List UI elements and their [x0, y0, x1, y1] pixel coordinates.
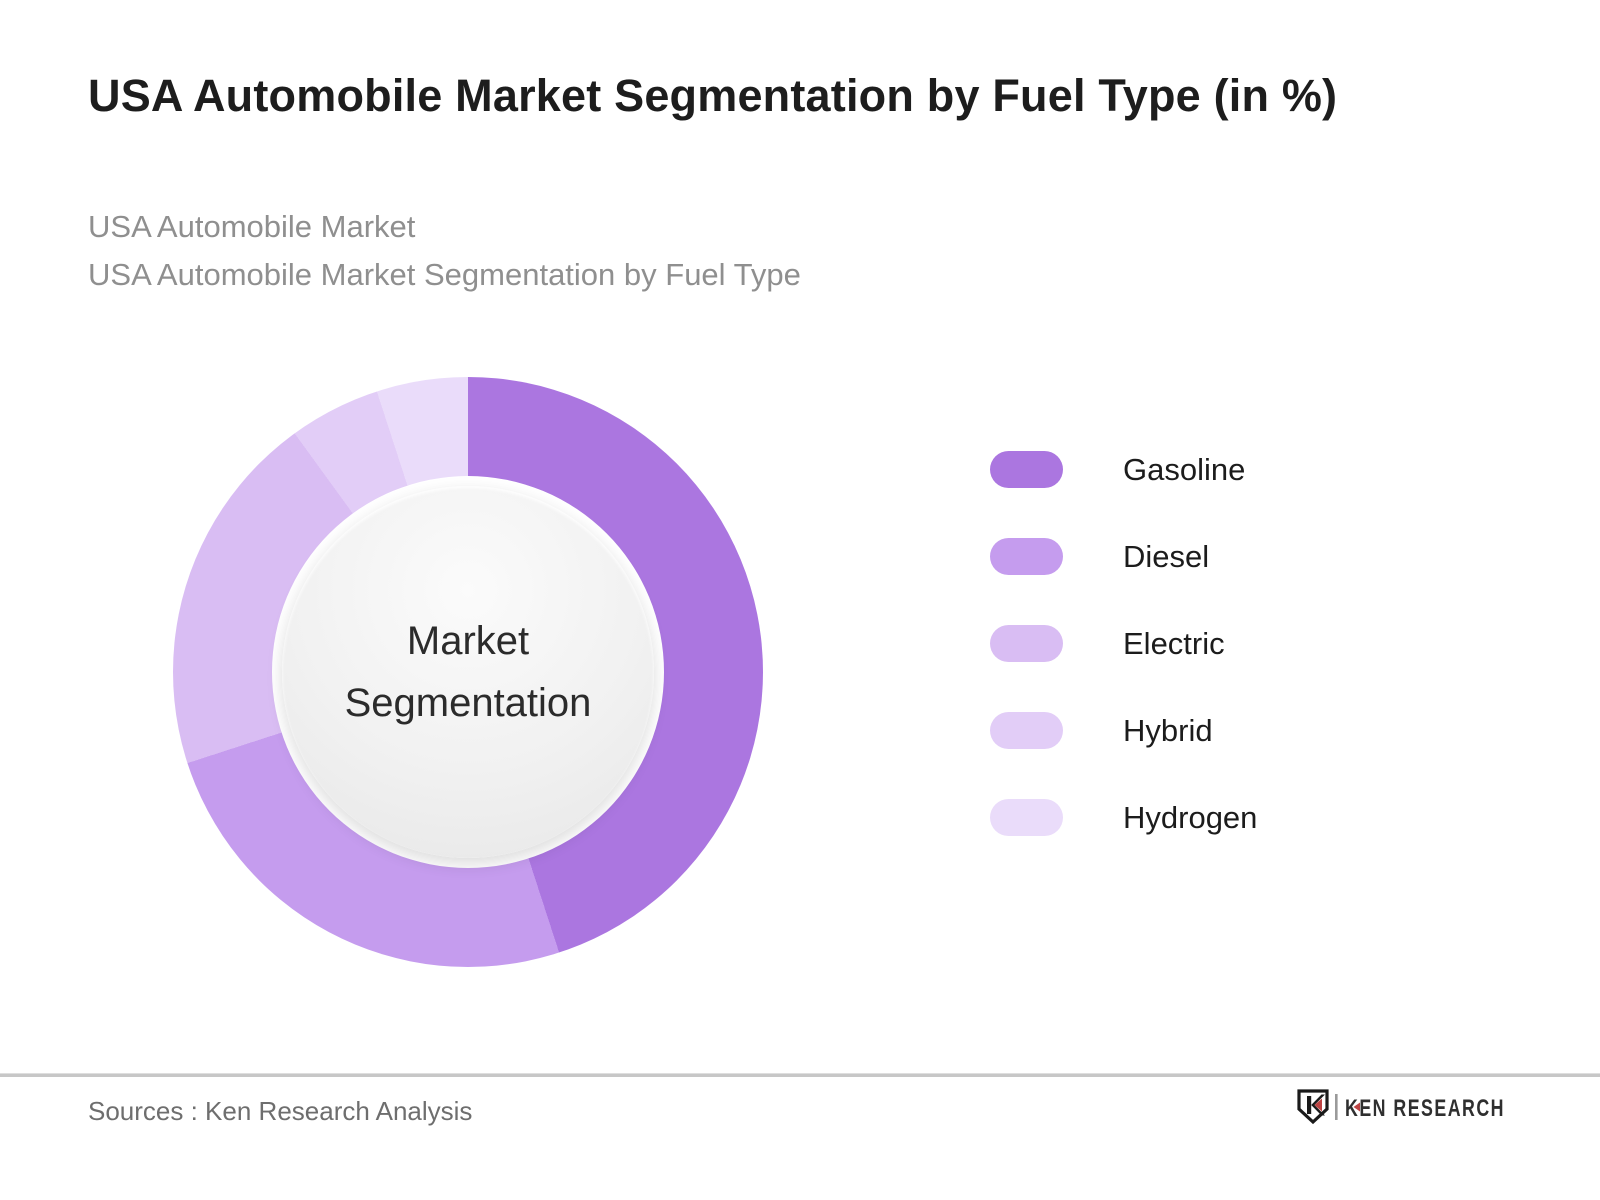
legend-label: Gasoline	[1123, 451, 1246, 487]
subtitle-line-1: USA Automobile Market	[88, 209, 416, 244]
source-text: Sources : Ken Research Analysis	[88, 1096, 473, 1126]
svg-text:KEN RESEARCH: KEN RESEARCH	[1345, 1095, 1505, 1122]
legend-swatch	[990, 799, 1063, 836]
subtitle-line-2: USA Automobile Market Segmentation by Fu…	[88, 257, 801, 292]
legend-label: Electric	[1123, 625, 1225, 661]
donut-chart: Market Segmentation	[173, 377, 763, 967]
legend-label: Diesel	[1123, 538, 1210, 574]
legend-item: Gasoline	[990, 451, 1257, 488]
legend-swatch	[990, 625, 1063, 662]
ken-research-shield-icon	[1297, 1089, 1329, 1125]
legend-label: Hybrid	[1123, 712, 1213, 748]
ken-research-logo: KEN RESEARCH	[1297, 1089, 1505, 1125]
legend: Gasoline Diesel Electric Hybrid Hydrogen	[990, 451, 1257, 886]
legend-swatch	[990, 451, 1063, 488]
legend-item: Electric	[990, 625, 1257, 662]
legend-swatch	[990, 712, 1063, 749]
legend-swatch	[990, 538, 1063, 575]
legend-item: Hydrogen	[990, 799, 1257, 836]
donut-inner-circle: Market Segmentation	[282, 486, 654, 858]
legend-label: Hydrogen	[1123, 799, 1258, 835]
donut-center-label: Market Segmentation	[344, 619, 592, 725]
legend-item: Hybrid	[990, 712, 1257, 749]
logo-separator	[1335, 1094, 1338, 1120]
footer-divider	[0, 1073, 1600, 1077]
chart-title: USA Automobile Market Segmentation by Fu…	[88, 70, 1338, 121]
logo-wordmark: KEN RESEARCH	[1345, 1095, 1505, 1122]
chart-subtitle: USA Automobile Market USA Automobile Mar…	[88, 203, 801, 299]
legend-item: Diesel	[990, 538, 1257, 575]
